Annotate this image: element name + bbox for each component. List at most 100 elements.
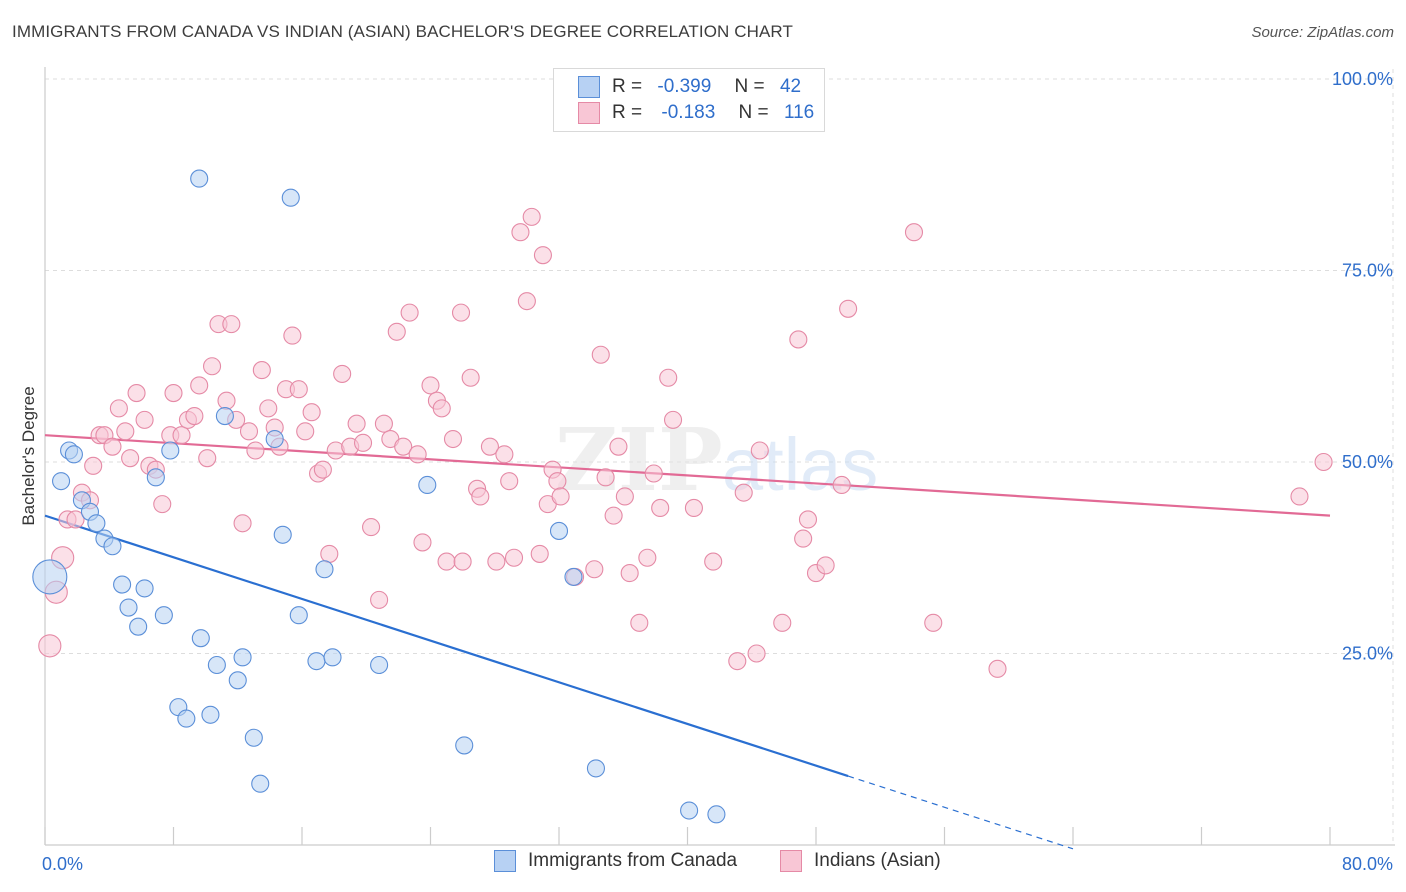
indians-point: [794, 529, 813, 548]
indians-point: [798, 510, 818, 529]
indians-point: [1290, 487, 1309, 506]
canada-point: [146, 468, 165, 487]
indians-point: [252, 361, 271, 380]
canada-point: [228, 671, 247, 690]
indians-point: [1314, 452, 1333, 472]
indians-point: [421, 376, 440, 395]
indians-point: [734, 483, 753, 502]
indians-point: [704, 552, 723, 571]
canada-point: [251, 774, 270, 793]
indians-point: [239, 422, 259, 441]
legend-swatch-canada: [578, 76, 600, 98]
indians-point: [487, 552, 506, 571]
axes: [44, 67, 1395, 846]
canada-point: [586, 759, 605, 778]
indians-point: [217, 391, 236, 410]
indians-point: [728, 652, 747, 671]
indians-point: [495, 445, 514, 464]
indians-point: [153, 495, 172, 514]
stats-legend: R = -0.399 N = 42 R = -0.183 N = 116: [553, 68, 825, 132]
canada-point: [564, 567, 583, 586]
y-tick-label: 100.0%: [1332, 69, 1393, 89]
indians-point: [451, 303, 471, 322]
indians-point: [604, 506, 623, 525]
canada-point: [161, 441, 180, 460]
indians-point: [832, 475, 851, 495]
indians-point: [116, 422, 135, 441]
indians-point: [548, 472, 567, 491]
canada-point: [370, 655, 389, 675]
y-axis-label: Bachelor's Degree: [19, 386, 38, 525]
canada-point: [201, 705, 220, 724]
indians-point: [135, 410, 154, 429]
y-tick-label: 75.0%: [1342, 261, 1393, 281]
canada-point: [191, 629, 210, 648]
indians-point: [500, 472, 519, 491]
indians-point: [904, 223, 924, 242]
canada-point: [265, 429, 284, 449]
series-swatch-indians: [780, 850, 802, 872]
legend-r-label: R =: [612, 102, 643, 123]
canada-point: [281, 188, 300, 207]
canada-point: [233, 648, 252, 667]
tick-labels: 100.0% 75.0% 50.0% 25.0% 0.0% 80.0%: [42, 69, 1393, 874]
indians-point: [233, 514, 252, 533]
indians-point: [461, 368, 480, 387]
indians-point: [773, 613, 792, 632]
y-tick-label: 25.0%: [1342, 644, 1393, 664]
indians-point: [517, 292, 536, 311]
canada-point: [455, 736, 474, 755]
canada-point: [323, 648, 342, 667]
indians-point: [259, 399, 278, 418]
series-label-canada: Immigrants from Canada: [528, 850, 738, 871]
canada-point: [315, 560, 334, 579]
indians-point: [638, 548, 657, 567]
indians-point: [84, 456, 103, 475]
indians-point: [203, 357, 222, 376]
indians-point: [684, 498, 703, 518]
canada-point: [207, 655, 226, 675]
canada-trend-extension: [847, 775, 1074, 850]
indians-point: [533, 246, 552, 265]
legend-n-value: 116: [783, 102, 815, 123]
indians-point: [246, 441, 265, 460]
indians-point: [585, 560, 604, 579]
indians-point: [747, 644, 766, 663]
indians-point: [644, 464, 663, 483]
indians-point: [347, 414, 366, 433]
canada-point: [177, 709, 196, 728]
indians-point: [511, 223, 530, 242]
canada-point: [680, 801, 699, 820]
indians-point: [374, 414, 393, 433]
indians-point: [522, 207, 541, 226]
canada-point: [154, 606, 173, 625]
legend-r-value: -0.183: [661, 102, 716, 123]
canada-point: [32, 559, 68, 595]
indians-point: [394, 437, 413, 456]
indians-point: [313, 460, 332, 479]
indians-point: [615, 487, 634, 506]
indians-point: [333, 364, 352, 383]
indians-point: [127, 384, 146, 403]
indians-point: [651, 498, 670, 518]
indians-point: [362, 518, 381, 537]
legend-row-indians: R = -0.183 N = 116: [578, 102, 814, 126]
indians-point: [185, 406, 204, 426]
canada-point: [273, 525, 292, 544]
indians-point: [408, 445, 427, 464]
indians-point: [504, 548, 524, 567]
indians-point: [222, 315, 241, 334]
canada-point: [103, 537, 122, 556]
series-legend-canada: Immigrants from Canada: [494, 850, 737, 872]
canada-trend-line: [44, 514, 849, 778]
canada-point: [418, 475, 437, 495]
legend-row-canada: R = -0.399 N = 42: [578, 76, 801, 100]
indians-point: [750, 441, 769, 460]
indians-point: [413, 533, 432, 552]
indians-point: [591, 345, 610, 364]
canada-point: [707, 805, 726, 824]
indians-point: [353, 433, 373, 452]
indians-point: [789, 330, 808, 349]
legend-n-label: N =: [738, 102, 769, 123]
